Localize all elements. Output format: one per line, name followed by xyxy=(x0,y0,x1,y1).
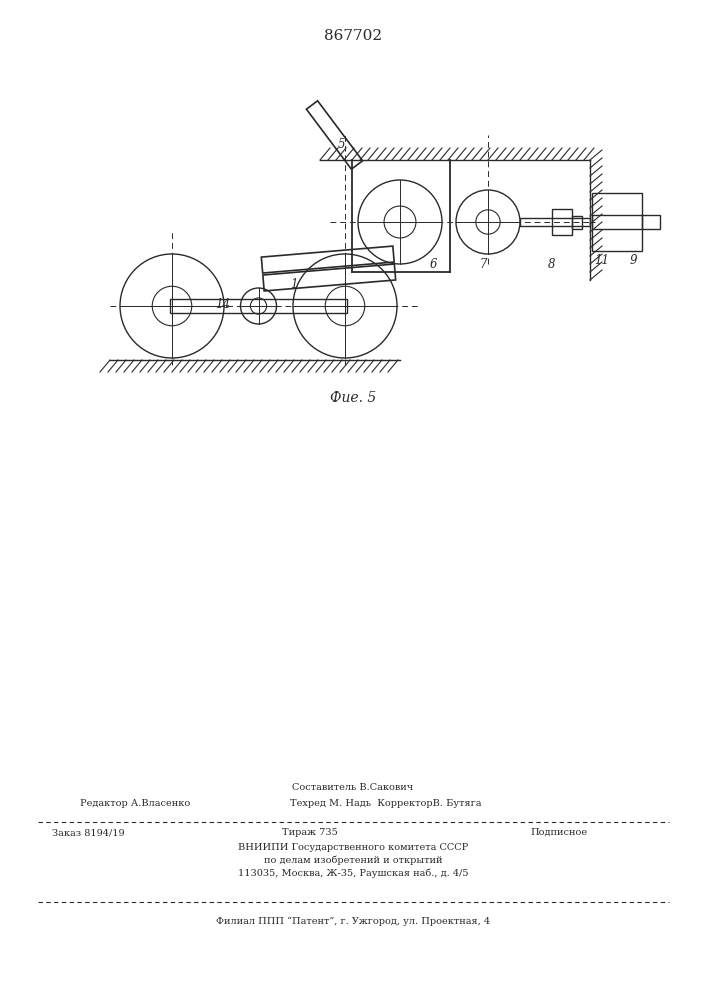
Bar xyxy=(170,299,347,313)
Text: Заказ 8194/19: Заказ 8194/19 xyxy=(52,828,124,837)
Bar xyxy=(552,209,572,235)
Text: Фие. 5: Фие. 5 xyxy=(330,391,376,405)
Text: 5: 5 xyxy=(338,138,346,151)
Text: 6: 6 xyxy=(430,258,438,271)
Bar xyxy=(592,215,660,229)
Text: Техред М. Надь  КорректорВ. Бутяга: Техред М. Надь КорректорВ. Бутяга xyxy=(290,799,481,808)
Bar xyxy=(592,193,642,251)
Bar xyxy=(520,218,590,226)
Text: 8: 8 xyxy=(548,258,556,271)
Text: по делам изобретений и открытий: по делам изобретений и открытий xyxy=(264,856,443,865)
Text: Составитель В.Сакович: Составитель В.Сакович xyxy=(293,783,414,792)
Text: 113035, Москва, Ж-35, Раушская наб., д. 4/5: 113035, Москва, Ж-35, Раушская наб., д. … xyxy=(238,868,468,878)
Text: ВНИИПИ Государственного комитета СССР: ВНИИПИ Государственного комитета СССР xyxy=(238,843,468,852)
Text: 7: 7 xyxy=(480,258,488,271)
Text: Тираж 735: Тираж 735 xyxy=(282,828,338,837)
Bar xyxy=(572,216,582,229)
Text: 9: 9 xyxy=(630,253,638,266)
Text: 14: 14 xyxy=(215,298,230,312)
Text: 867702: 867702 xyxy=(324,29,382,43)
Text: Филиал ППП “Патент”, г. Ужгород, ул. Проектная, 4: Филиал ППП “Патент”, г. Ужгород, ул. Про… xyxy=(216,917,490,926)
Text: 11: 11 xyxy=(594,253,609,266)
Text: 1: 1 xyxy=(290,278,298,292)
Text: Редактор А.Власенко: Редактор А.Власенко xyxy=(80,799,190,808)
Text: Подписное: Подписное xyxy=(530,828,587,837)
